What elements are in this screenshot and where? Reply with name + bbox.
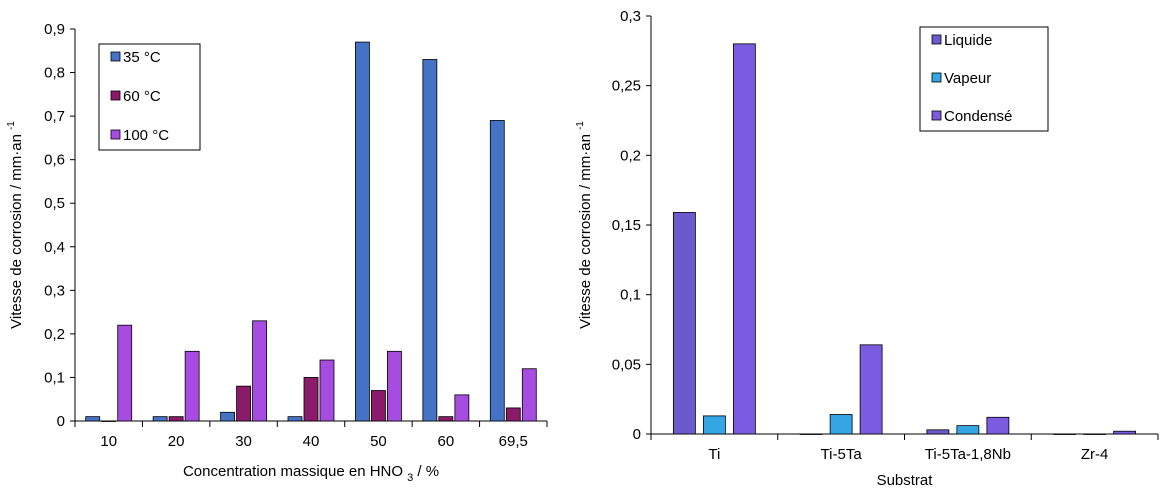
x-tick-label: Ti-5Ta-1,8Nb <box>925 446 1011 463</box>
legend-label: 100 °C <box>123 127 169 144</box>
y-tick-label: 0,4 <box>44 239 65 256</box>
bar <box>85 416 101 422</box>
y-tick-label: 0,7 <box>44 108 65 125</box>
x-tick-label: 20 <box>168 433 185 450</box>
y-axis-label: Vitesse de corrosion / mm·an-1 <box>575 121 594 329</box>
bar <box>168 416 184 422</box>
bar <box>252 320 267 422</box>
bar <box>986 416 1010 435</box>
bar <box>422 59 438 422</box>
bar <box>859 344 883 435</box>
legend-swatch <box>110 129 121 140</box>
bar <box>829 414 853 435</box>
y-tick-label: 0,8 <box>44 65 65 82</box>
bar <box>101 420 117 422</box>
y-tick-label: 0,05 <box>612 356 641 373</box>
x-axis-label: Concentration massique en HNO 3 / % <box>183 463 439 484</box>
y-tick-label: 0 <box>633 426 641 443</box>
legend-swatch <box>931 72 942 83</box>
bar <box>489 120 505 422</box>
x-tick-label: 40 <box>303 433 320 450</box>
legend: 35 °C 60 °C 100 °C <box>98 43 201 151</box>
x-tick-label: Ti <box>708 446 720 463</box>
x-tick-label: 60 <box>438 433 455 450</box>
bar <box>220 411 235 422</box>
bar <box>117 324 133 422</box>
legend-swatch <box>110 51 121 62</box>
bar <box>387 350 402 422</box>
y-tick-label: 0,3 <box>44 282 65 299</box>
y-tick-label: 0,25 <box>612 78 641 95</box>
legend-label: Condensé <box>944 108 1012 125</box>
legend-label: Vapeur <box>944 70 991 87</box>
bar <box>505 407 521 422</box>
y-tick-label: 0,6 <box>44 152 65 169</box>
legend-swatch <box>110 90 121 101</box>
bar <box>956 425 980 435</box>
y-tick-label: 0 <box>57 413 65 430</box>
bar <box>152 416 168 422</box>
y-tick-label: 0,1 <box>44 369 65 386</box>
bar <box>799 433 823 435</box>
bar <box>236 385 251 422</box>
x-tick-label: 10 <box>100 433 117 450</box>
x-tick-label: 69,5 <box>499 433 528 450</box>
bar <box>287 416 303 422</box>
y-tick-label: 0,15 <box>612 217 641 234</box>
y-tick-label: 0,3 <box>620 8 641 25</box>
y-tick-label: 0,2 <box>620 147 641 164</box>
chart-panel-1: 0 0,1 0,2 0,3 0,4 0,5 0,6 0,7 0,8 0,9 10 20 30 40 50 60… <box>6 21 548 484</box>
bar <box>521 368 537 422</box>
y-tick-label: 0,2 <box>44 326 65 343</box>
y-tick-label: 0,9 <box>44 21 65 38</box>
y-tick-label: 0,1 <box>620 287 641 304</box>
bar <box>355 41 370 422</box>
bar <box>454 394 470 422</box>
chart-panel-2: 0 0,05 0,1 0,15 0,2 0,25 0,3 Ti Ti-5Ta Ti-5Ta-1,8… <box>575 8 1159 489</box>
legend-swatch <box>931 110 942 121</box>
bar <box>702 415 726 435</box>
y-axis-label: Vitesse de corrosion / mm·an-1 <box>6 121 25 329</box>
bar <box>926 429 950 435</box>
bar <box>732 43 756 435</box>
legend: Liquide Vapeur Condensé <box>919 26 1049 132</box>
bar <box>371 390 386 422</box>
bar <box>1083 433 1107 435</box>
legend-label: 60 °C <box>123 88 161 105</box>
x-tick-label: Zr-4 <box>1081 446 1109 463</box>
x-tick-label: 50 <box>370 433 387 450</box>
bar <box>1113 430 1137 435</box>
bar <box>1053 433 1077 435</box>
bar <box>319 359 335 422</box>
x-axis-label: Substrat <box>877 472 934 489</box>
legend-swatch <box>931 34 942 45</box>
bar <box>184 350 200 422</box>
legend-label: Liquide <box>944 32 992 49</box>
bar <box>303 377 319 422</box>
bar <box>438 416 454 422</box>
y-tick-label: 0,5 <box>44 195 65 212</box>
legend-label: 35 °C <box>123 49 161 66</box>
x-tick-label: Ti-5Ta <box>821 446 863 463</box>
x-tick-label: 30 <box>235 433 252 450</box>
bar <box>672 212 696 435</box>
